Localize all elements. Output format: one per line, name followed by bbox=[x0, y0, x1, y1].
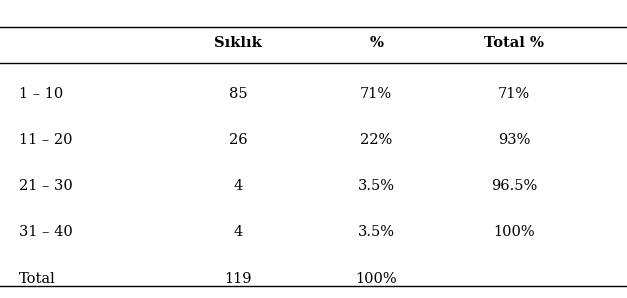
Text: 100%: 100% bbox=[493, 226, 535, 239]
Text: 93%: 93% bbox=[498, 133, 530, 147]
Text: 71%: 71% bbox=[360, 87, 393, 101]
Text: %: % bbox=[369, 36, 383, 50]
Text: 119: 119 bbox=[224, 272, 252, 285]
Text: 21 – 30: 21 – 30 bbox=[19, 179, 73, 193]
Text: 31 – 40: 31 – 40 bbox=[19, 226, 73, 239]
Text: 85: 85 bbox=[229, 87, 248, 101]
Text: 1 – 10: 1 – 10 bbox=[19, 87, 63, 101]
Text: 26: 26 bbox=[229, 133, 248, 147]
Text: 71%: 71% bbox=[498, 87, 530, 101]
Text: Total %: Total % bbox=[484, 36, 544, 50]
Text: 100%: 100% bbox=[356, 272, 397, 285]
Text: 4: 4 bbox=[234, 179, 243, 193]
Text: 96.5%: 96.5% bbox=[491, 179, 537, 193]
Text: 22%: 22% bbox=[360, 133, 393, 147]
Text: 11 – 20: 11 – 20 bbox=[19, 133, 72, 147]
Text: 3.5%: 3.5% bbox=[357, 179, 395, 193]
Text: Total: Total bbox=[19, 272, 56, 285]
Text: 4: 4 bbox=[234, 226, 243, 239]
Text: Sıklık: Sıklık bbox=[214, 36, 262, 50]
Text: 3.5%: 3.5% bbox=[357, 226, 395, 239]
